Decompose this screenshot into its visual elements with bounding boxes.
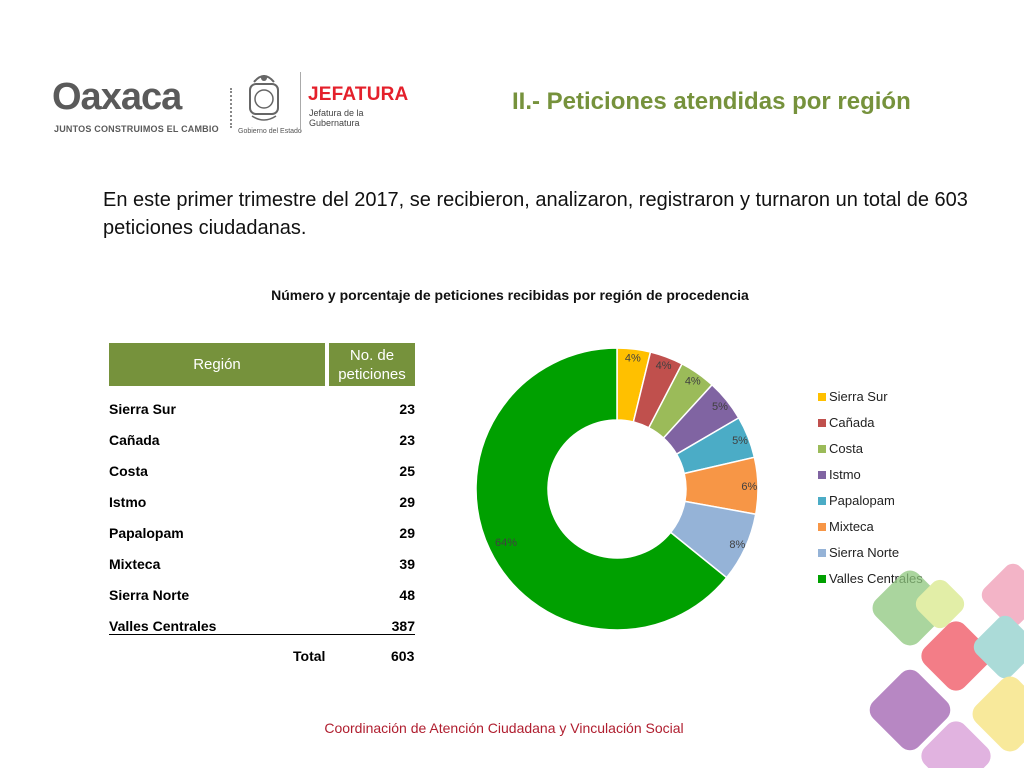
header-logos: Oaxaca JUNTOS CONSTRUIMOS EL CAMBIO Gobi…: [52, 66, 412, 146]
footer-text: Coordinación de Atención Ciudadana y Vin…: [324, 720, 684, 736]
region-count: 29: [399, 494, 415, 510]
logo-divider: [300, 72, 301, 132]
data-label: 4%: [685, 375, 701, 387]
seal-caption: Gobierno del Estado: [238, 128, 302, 135]
data-label: 6%: [741, 481, 757, 493]
legend-swatch: [818, 575, 826, 583]
column-header-region: Región: [193, 356, 241, 373]
legend-swatch: [818, 471, 826, 479]
table-row: Istmo 29: [109, 494, 415, 516]
table-row: Sierra Norte 48: [109, 587, 415, 609]
legend-label: Istmo: [829, 467, 861, 482]
state-seal-icon: [249, 75, 279, 121]
donut-slice-valles-centrales: [475, 347, 728, 631]
region-name: Papalopam: [109, 525, 184, 541]
chart-title-text: Número y porcentaje de peticiones recibi…: [271, 287, 749, 303]
legend-swatch: [818, 393, 826, 401]
region-count: 387: [391, 618, 415, 634]
intro-paragraph: En este primer trimestre del 2017, se re…: [103, 189, 968, 239]
table-row: Sierra Sur 23: [109, 401, 415, 423]
footer: Coordinación de Atención Ciudadana y Vin…: [0, 720, 1024, 736]
data-label: 4%: [625, 353, 641, 365]
data-label: 4%: [656, 360, 672, 372]
legend-swatch: [818, 497, 826, 505]
region-count: 48: [399, 587, 415, 603]
oaxaca-logo: Oaxaca: [52, 76, 182, 118]
region-name: Sierra Sur: [109, 401, 176, 417]
donut-chart: 4% 4% 4% 5% 5% 6% 8% 64%: [475, 347, 759, 631]
region-count: 25: [399, 463, 415, 479]
data-label: 8%: [729, 539, 745, 551]
table-row: Valles Centrales 387: [109, 618, 415, 635]
data-label: 5%: [712, 401, 728, 413]
region-name: Istmo: [109, 494, 147, 510]
region-name: Sierra Norte: [109, 587, 190, 603]
chart-title: Número y porcentaje de peticiones recibi…: [0, 287, 1024, 303]
oaxaca-tagline: JUNTOS CONSTRUIMOS EL CAMBIO: [54, 124, 219, 134]
decorative-tiles: [869, 563, 1024, 768]
page-title: II.- Peticiones atendidas por región: [512, 88, 911, 115]
legend-swatch: [818, 445, 826, 453]
office-logo-subtitle: Jefatura de la Gubernatura: [309, 108, 364, 128]
total-label: Total: [293, 648, 326, 664]
legend-label: Sierra Sur: [829, 389, 888, 404]
region-count: 23: [399, 401, 415, 417]
region-name: Cañada: [109, 432, 160, 448]
legend-label: Sierra Norte: [829, 545, 900, 560]
table-row: Papalopam 29: [109, 525, 415, 547]
legend-label: Papalopam: [829, 493, 895, 508]
legend-swatch: [818, 523, 826, 531]
table-row: Costa 25: [109, 463, 415, 485]
header-divider: [325, 343, 329, 386]
column-header-count: No. de peticiones: [338, 347, 406, 383]
region-name: Valles Centrales: [109, 618, 217, 634]
office-logo-title: JEFATURA: [308, 84, 409, 105]
table-header: Región No. de peticiones: [109, 343, 415, 386]
table-row: Mixteca 39: [109, 556, 415, 578]
region-count: 29: [399, 525, 415, 541]
legend-label: Mixteca: [829, 519, 874, 534]
region-name: Costa: [109, 463, 148, 479]
data-label: 64%: [495, 537, 517, 549]
data-label: 5%: [732, 435, 748, 447]
region-name: Mixteca: [109, 556, 161, 572]
region-count: 39: [399, 556, 415, 572]
legend-label: Costa: [829, 441, 863, 456]
table-row: Cañada 23: [109, 432, 415, 454]
total-value: 603: [391, 648, 415, 664]
legend-label: Cañada: [829, 415, 875, 430]
legend-swatch: [818, 549, 826, 557]
region-count: 23: [399, 432, 415, 448]
logo-divider: [230, 88, 234, 128]
legend-swatch: [818, 419, 826, 427]
